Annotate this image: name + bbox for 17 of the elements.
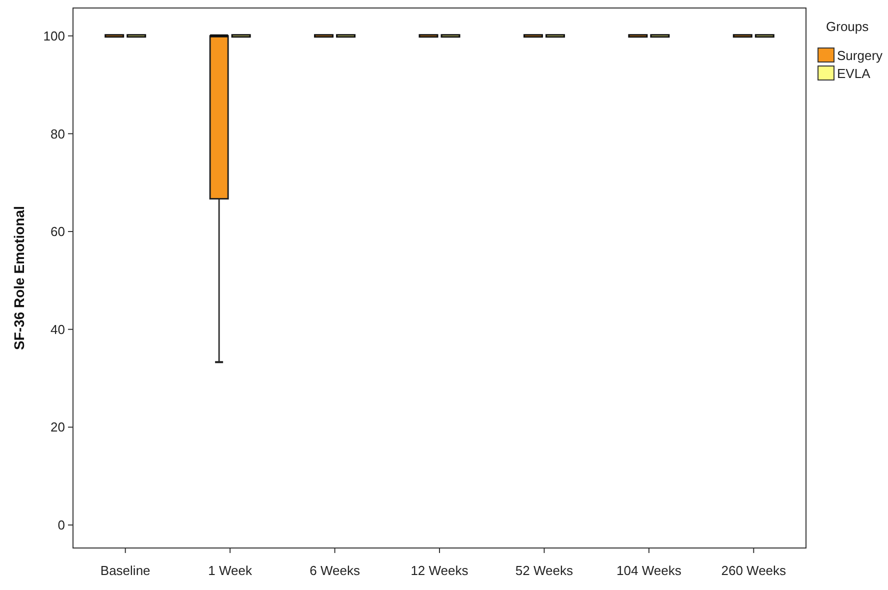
x-tick-label: 12 Weeks [410, 563, 469, 578]
x-tick-label: 104 Weeks [616, 563, 682, 578]
legend-title: Groups [826, 19, 870, 34]
y-tick-label: 60 [50, 224, 65, 240]
x-tick-label: 260 Weeks [721, 563, 787, 578]
legend-label: EVLA [837, 66, 871, 81]
x-tick-label: 1 Week [208, 563, 252, 578]
y-axis-title: SF-36 Role Emotional [11, 206, 27, 350]
x-tick-label: 52 Weeks [515, 563, 574, 578]
y-tick-label: 100 [43, 28, 65, 44]
y-tick-label: 20 [50, 420, 65, 435]
y-tick-label: 80 [50, 126, 65, 142]
legend-label: Surgery [837, 48, 884, 63]
y-tick-label: 0 [58, 518, 65, 533]
y-tick-label: 40 [50, 322, 65, 337]
x-tick-label: 6 Weeks [310, 563, 360, 578]
x-tick-label: Baseline [100, 563, 150, 578]
